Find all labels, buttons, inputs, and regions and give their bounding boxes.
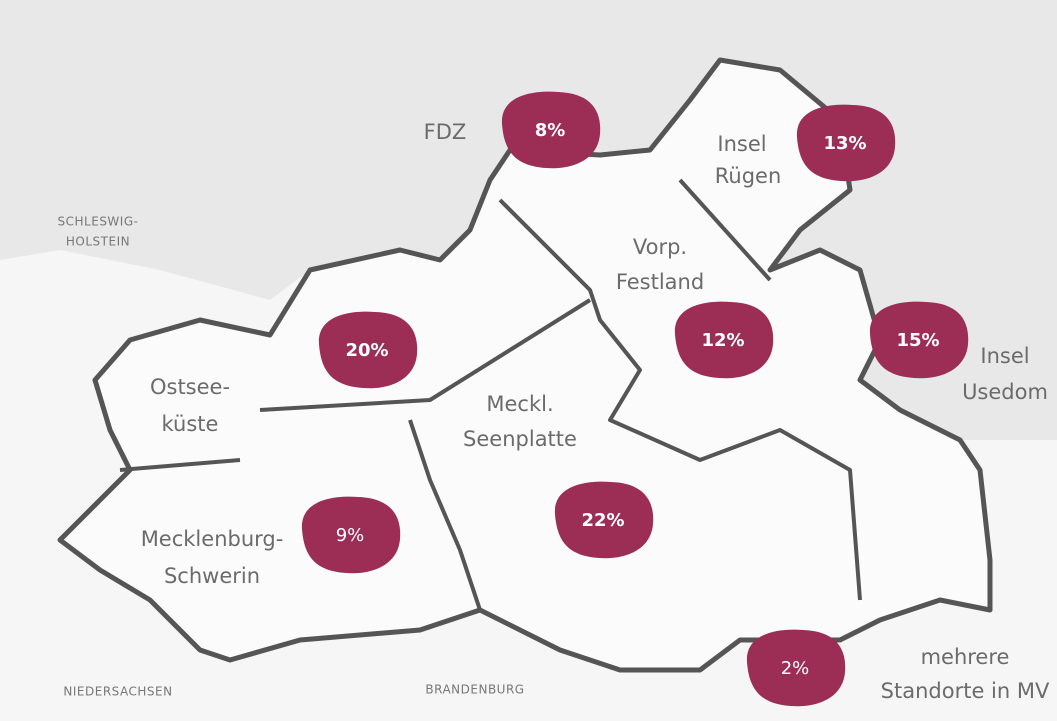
- region-label: Festland: [616, 270, 704, 294]
- share-blob: [301, 496, 401, 574]
- share-label: 15%: [896, 330, 939, 351]
- region-label: Seenplatte: [463, 427, 577, 451]
- region-label: Usedom: [962, 380, 1048, 404]
- border: [408, 419, 482, 611]
- region-label: mehrere: [921, 645, 1010, 669]
- share-label: 12%: [701, 330, 744, 351]
- region-label: Ostsee-: [150, 375, 230, 399]
- region-label: Rügen: [715, 164, 782, 188]
- share-blob: [746, 629, 846, 707]
- share-blob: [501, 91, 601, 169]
- share-label: 2%: [781, 658, 810, 679]
- share-label: 9%: [336, 525, 365, 546]
- neighbor-label: HOLSTEIN: [66, 235, 130, 249]
- region-label: Insel: [980, 344, 1029, 368]
- share-blob: [674, 301, 774, 379]
- region-label: Insel: [717, 132, 766, 156]
- share-blob: [869, 301, 969, 379]
- neighbor-label: BRANDENBURG: [425, 683, 524, 697]
- region-label: Schwerin: [164, 564, 260, 588]
- region-label: Meckl.: [486, 392, 553, 416]
- share-label: 13%: [823, 133, 866, 154]
- share-blob: [554, 481, 654, 559]
- neighbor-label: NIEDERSACHSEN: [63, 685, 172, 699]
- share-blob: [796, 104, 896, 182]
- share-blob: [318, 311, 418, 389]
- region-label: FDZ: [424, 120, 467, 144]
- border: [119, 458, 241, 472]
- border: [498, 198, 862, 601]
- share-label: 8%: [535, 120, 566, 141]
- border: [259, 298, 592, 412]
- neighbor-label: SCHLESWIG-: [58, 215, 139, 229]
- share-label: 22%: [581, 510, 624, 531]
- labels: SCHLESWIG- HOLSTEIN NIEDERSACHSEN BRANDENBU…: [58, 91, 1050, 707]
- state-outline: [57, 57, 993, 673]
- region-label: Mecklenburg-: [141, 527, 284, 551]
- region-label: Standorte in MV: [881, 679, 1050, 703]
- border: [678, 178, 772, 282]
- share-label: 20%: [345, 340, 388, 361]
- region-label: küste: [162, 412, 219, 436]
- region-borders: [119, 178, 862, 611]
- region-label: Vorp.: [633, 235, 687, 259]
